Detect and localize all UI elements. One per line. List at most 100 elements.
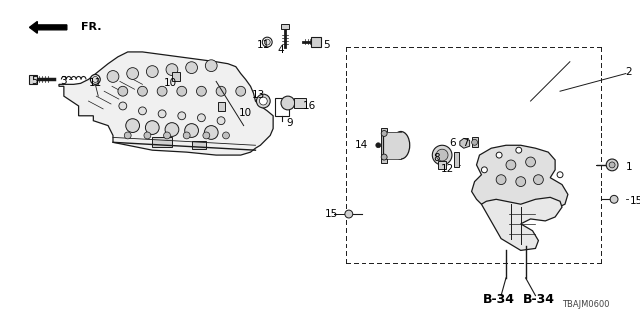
Polygon shape <box>59 52 273 155</box>
Bar <box>472 137 477 147</box>
Text: 8: 8 <box>433 153 440 163</box>
Polygon shape <box>460 138 470 148</box>
Circle shape <box>145 121 159 134</box>
Text: 5: 5 <box>323 40 330 50</box>
Circle shape <box>223 132 229 139</box>
Text: 7: 7 <box>463 138 469 148</box>
Circle shape <box>124 132 131 139</box>
Text: 2: 2 <box>625 67 632 76</box>
Circle shape <box>186 62 198 74</box>
Circle shape <box>381 131 387 136</box>
Bar <box>172 72 180 81</box>
Text: B-34: B-34 <box>483 293 515 306</box>
Circle shape <box>481 167 487 173</box>
Circle shape <box>257 94 270 108</box>
Circle shape <box>183 132 190 139</box>
Text: 10: 10 <box>239 108 252 118</box>
Circle shape <box>610 196 618 203</box>
Circle shape <box>144 132 151 139</box>
Circle shape <box>107 71 119 82</box>
Circle shape <box>166 64 178 76</box>
Text: 11: 11 <box>89 78 102 88</box>
Text: 13: 13 <box>252 90 265 100</box>
Text: 4: 4 <box>278 45 284 55</box>
Circle shape <box>127 68 138 79</box>
Circle shape <box>436 149 448 161</box>
Circle shape <box>185 124 198 137</box>
Circle shape <box>177 86 187 96</box>
Circle shape <box>496 175 506 185</box>
Bar <box>275 98 289 116</box>
Circle shape <box>138 107 147 115</box>
Bar <box>218 102 225 111</box>
Text: 3: 3 <box>61 76 67 86</box>
Circle shape <box>119 102 127 110</box>
Circle shape <box>157 86 167 96</box>
Circle shape <box>236 86 246 96</box>
Circle shape <box>92 76 99 82</box>
Circle shape <box>376 143 381 148</box>
Text: 12: 12 <box>440 164 454 174</box>
Bar <box>191 141 206 149</box>
Circle shape <box>138 86 147 96</box>
Bar <box>454 152 459 167</box>
FancyArrow shape <box>29 21 67 33</box>
Circle shape <box>432 145 452 165</box>
Circle shape <box>264 39 270 45</box>
Circle shape <box>118 86 128 96</box>
Circle shape <box>165 123 179 136</box>
Text: 1: 1 <box>625 162 632 172</box>
Ellipse shape <box>392 132 410 159</box>
Circle shape <box>262 37 272 47</box>
Circle shape <box>217 117 225 124</box>
Circle shape <box>496 152 502 158</box>
Circle shape <box>534 175 543 185</box>
Text: 16: 16 <box>303 101 316 111</box>
Bar <box>152 137 172 147</box>
Circle shape <box>259 97 268 105</box>
Bar <box>281 24 289 29</box>
Circle shape <box>516 147 522 153</box>
Circle shape <box>472 140 477 145</box>
Circle shape <box>126 119 140 132</box>
Circle shape <box>198 114 205 122</box>
Circle shape <box>516 177 525 187</box>
Circle shape <box>557 172 563 178</box>
Text: 15: 15 <box>630 196 640 206</box>
Bar <box>438 161 446 169</box>
Bar <box>381 128 387 163</box>
Circle shape <box>178 112 186 120</box>
Circle shape <box>196 86 206 96</box>
Circle shape <box>381 154 387 160</box>
Circle shape <box>164 132 170 139</box>
Bar <box>294 98 305 108</box>
Circle shape <box>147 66 158 77</box>
Text: FR.: FR. <box>81 22 101 32</box>
Circle shape <box>158 110 166 118</box>
Circle shape <box>606 159 618 171</box>
Text: 10: 10 <box>163 78 177 88</box>
Circle shape <box>506 160 516 170</box>
Circle shape <box>281 96 295 110</box>
Circle shape <box>345 210 353 218</box>
Text: TBAJM0600: TBAJM0600 <box>562 300 609 309</box>
Text: 14: 14 <box>355 140 368 150</box>
Text: 6: 6 <box>450 138 456 148</box>
Text: 5: 5 <box>31 76 38 86</box>
Circle shape <box>204 126 218 140</box>
Bar <box>383 132 401 159</box>
Text: 11: 11 <box>257 40 270 50</box>
Text: 15: 15 <box>324 209 338 219</box>
Text: 9: 9 <box>287 118 293 128</box>
Bar <box>312 37 321 47</box>
Circle shape <box>203 132 210 139</box>
Polygon shape <box>481 197 562 250</box>
Circle shape <box>216 86 226 96</box>
Text: B-34: B-34 <box>522 293 554 306</box>
Polygon shape <box>472 145 568 214</box>
Circle shape <box>205 60 217 72</box>
Circle shape <box>525 157 536 167</box>
Bar <box>29 75 37 84</box>
Circle shape <box>90 75 100 84</box>
Circle shape <box>609 162 615 168</box>
